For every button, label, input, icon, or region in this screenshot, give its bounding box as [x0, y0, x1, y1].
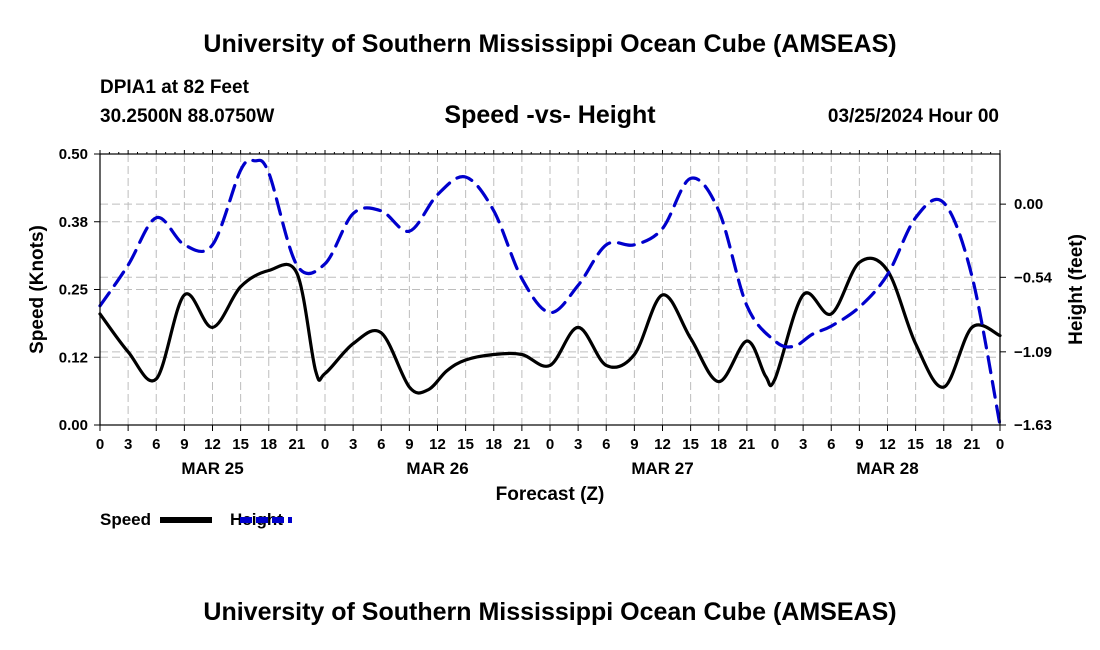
- x-tick-label: 21: [739, 436, 756, 453]
- day-label: MAR 27: [631, 459, 693, 478]
- x-tick-label: 15: [457, 436, 474, 453]
- x-tick-label: 6: [377, 436, 385, 453]
- x-tick-label: 9: [855, 436, 863, 453]
- x-tick-label: 3: [799, 436, 807, 453]
- left-tick-label: 0.38: [59, 214, 88, 231]
- legend: SpeedHeight: [100, 510, 292, 529]
- coordinates-label: 30.2500N 88.0750W: [100, 106, 275, 127]
- x-tick-label: 18: [710, 436, 727, 453]
- x-tick-label: 6: [827, 436, 835, 453]
- x-tick-label: 9: [630, 436, 638, 453]
- legend-label-speed: Speed: [100, 510, 151, 529]
- x-tick-label: 0: [546, 436, 554, 453]
- x-tick-label: 9: [405, 436, 413, 453]
- footer-title: University of Southern Mississippi Ocean…: [203, 598, 897, 626]
- grid-lines: [100, 154, 1000, 425]
- x-tick-label: 12: [204, 436, 221, 453]
- x-tick-label: 12: [879, 436, 896, 453]
- x-tick-label: 15: [232, 436, 249, 453]
- station-label: DPIA1 at 82 Feet: [100, 77, 249, 98]
- left-tick-label: 0.12: [59, 349, 88, 366]
- series-layer: [98, 158, 1002, 427]
- x-tick-label: 15: [907, 436, 924, 453]
- main-title: University of Southern Mississippi Ocean…: [203, 30, 897, 58]
- right-tick-label: −1.09: [1014, 344, 1052, 361]
- day-label: MAR 25: [181, 459, 243, 478]
- left-tick-label: 0.50: [59, 146, 88, 163]
- right-axis-label: Height (feet): [1066, 234, 1087, 345]
- x-tick-label: 12: [654, 436, 671, 453]
- x-tick-label: 21: [514, 436, 531, 453]
- series-line-height: [98, 158, 1002, 427]
- x-tick-label: 0: [96, 436, 104, 453]
- left-tick-label: 0.00: [59, 417, 88, 434]
- x-tick-label: 3: [574, 436, 582, 453]
- x-tick-label: 15: [682, 436, 699, 453]
- right-tick-label: −1.63: [1014, 417, 1052, 434]
- x-tick-label: 9: [180, 436, 188, 453]
- x-tick-label: 18: [935, 436, 952, 453]
- x-tick-label: 6: [602, 436, 610, 453]
- chart-subtitle: Speed -vs- Height: [444, 101, 656, 129]
- x-tick-label: 6: [152, 436, 160, 453]
- x-tick-label: 18: [260, 436, 277, 453]
- left-axis-label: Speed (Knots): [27, 225, 48, 354]
- x-tick-label: 3: [124, 436, 132, 453]
- x-tick-label: 0: [996, 436, 1004, 453]
- right-tick-label: 0.00: [1014, 196, 1043, 213]
- x-axis-label: Forecast (Z): [496, 484, 605, 505]
- x-tick-label: 21: [964, 436, 981, 453]
- series-line-speed: [98, 256, 1002, 395]
- x-tick-label: 18: [485, 436, 502, 453]
- axes: 0 3 6 9 12 15 18 21 0 3 6 9 12 15 18 21 0 3 6 9 12 15 18 21 0 3 6 9…: [59, 146, 1053, 478]
- day-label: MAR 28: [856, 459, 918, 478]
- left-tick-label: 0.25: [59, 282, 88, 299]
- right-tick-label: −0.54: [1014, 269, 1053, 286]
- x-tick-label: 21: [289, 436, 306, 453]
- day-label: MAR 26: [406, 459, 468, 478]
- forecast-datetime: 03/25/2024 Hour 00: [827, 106, 999, 127]
- x-tick-label: 3: [349, 436, 357, 453]
- x-tick-label: 12: [429, 436, 446, 453]
- x-tick-label: 0: [321, 436, 329, 453]
- x-tick-label: 0: [771, 436, 779, 453]
